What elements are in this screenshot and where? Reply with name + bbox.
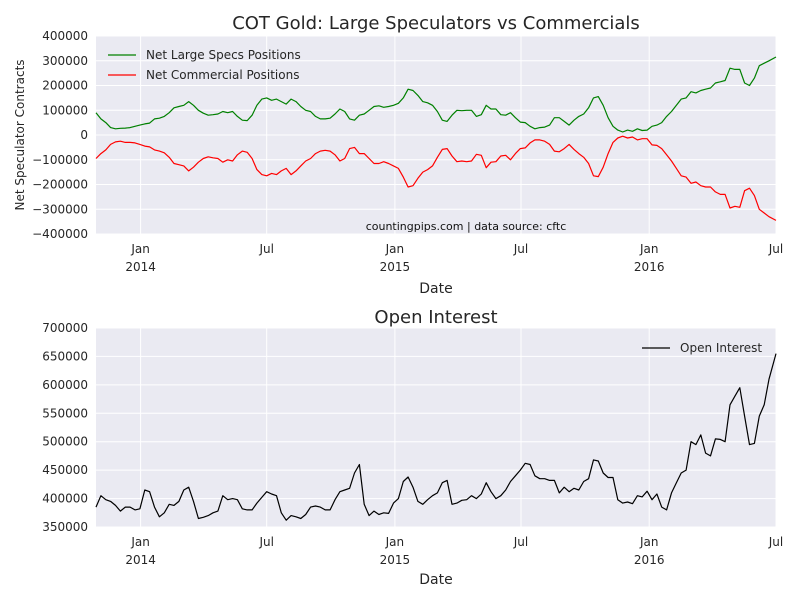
top-x-tick-year: 2014 (125, 260, 156, 274)
top-chart-xlabel: Date (419, 281, 452, 297)
bottom-chart-gridlines (96, 327, 777, 528)
bottom-chart-x-ticks: Jan 2014 Jul Jan 2015 Jul Jan 2016 Jul (125, 535, 783, 567)
bottom-y-tick-label: 350000 (42, 520, 88, 534)
top-y-tick-label: −200000 (32, 178, 88, 192)
top-chart-title: COT Gold: Large Speculators vs Commercia… (232, 13, 640, 34)
bottom-chart-legend: Open Interest (642, 341, 762, 355)
top-x-tick-label: Jan (385, 242, 405, 256)
bottom-chart-series (95, 353, 777, 521)
top-x-tick-year: 2015 (380, 260, 411, 274)
bottom-y-tick-label: 600000 (42, 378, 88, 392)
top-x-tick-label: Jul (513, 242, 528, 256)
legend-label-net-commercial: Net Commercial Positions (146, 68, 299, 82)
bottom-x-tick-label: Jan (639, 535, 659, 549)
bottom-x-tick-label: Jan (385, 535, 405, 549)
top-chart-legend: Net Large Specs Positions Net Commercial… (108, 48, 301, 82)
top-series-line-1 (95, 135, 777, 221)
bottom-x-tick-label: Jan (130, 535, 150, 549)
top-x-tick-label: Jan (130, 242, 150, 256)
bottom-chart-xlabel: Date (419, 572, 452, 588)
top-chart-y-ticks: 400000 300000 200000 100000 0 −100000 −200000 −… (32, 29, 88, 241)
bottom-x-tick-label: Jul (768, 535, 783, 549)
bottom-x-tick-year: 2015 (380, 553, 411, 567)
top-x-tick-label: Jul (768, 242, 783, 256)
top-y-tick-label: −100000 (32, 153, 88, 167)
top-chart-gridlines (96, 35, 777, 235)
top-y-tick-label: 100000 (42, 103, 88, 117)
legend-label-open-interest: Open Interest (680, 341, 762, 355)
bottom-x-tick-label: Jul (258, 535, 273, 549)
top-y-tick-label: 400000 (42, 29, 88, 43)
bottom-series-line-0 (95, 353, 777, 521)
data-source-note: countingpips.com | data source: cftc (366, 220, 567, 233)
top-chart-ylabel: Net Speculator Contracts (13, 59, 27, 210)
top-y-tick-label: 200000 (42, 79, 88, 93)
bottom-y-tick-label: 500000 (42, 435, 88, 449)
top-x-tick-year: 2016 (634, 260, 665, 274)
bottom-plot-background (96, 328, 776, 527)
bottom-y-tick-label: 450000 (42, 463, 88, 477)
bottom-chart-title: Open Interest (374, 307, 497, 328)
top-series-line-0 (95, 56, 777, 133)
bottom-y-tick-label: 700000 (42, 321, 88, 335)
bottom-chart-y-ticks: 700000 650000 600000 550000 500000 450000 4000… (42, 321, 88, 534)
legend-label-net-large-specs: Net Large Specs Positions (146, 48, 301, 62)
bottom-x-tick-year: 2016 (634, 553, 665, 567)
bottom-y-tick-label: 650000 (42, 349, 88, 363)
top-y-tick-label: 0 (80, 128, 88, 142)
top-x-tick-label: Jul (258, 242, 273, 256)
bottom-y-tick-label: 400000 (42, 492, 88, 506)
top-y-tick-label: 300000 (42, 54, 88, 68)
top-y-tick-label: −400000 (32, 227, 88, 241)
bottom-y-tick-label: 550000 (42, 406, 88, 420)
bottom-x-tick-label: Jul (513, 535, 528, 549)
top-chart-series (95, 56, 777, 221)
bottom-x-tick-year: 2014 (125, 553, 156, 567)
top-chart-x-ticks: Jan 2014 Jul Jan 2015 Jul Jan 2016 Jul (125, 242, 783, 274)
top-x-tick-label: Jan (639, 242, 659, 256)
top-y-tick-label: −300000 (32, 202, 88, 216)
